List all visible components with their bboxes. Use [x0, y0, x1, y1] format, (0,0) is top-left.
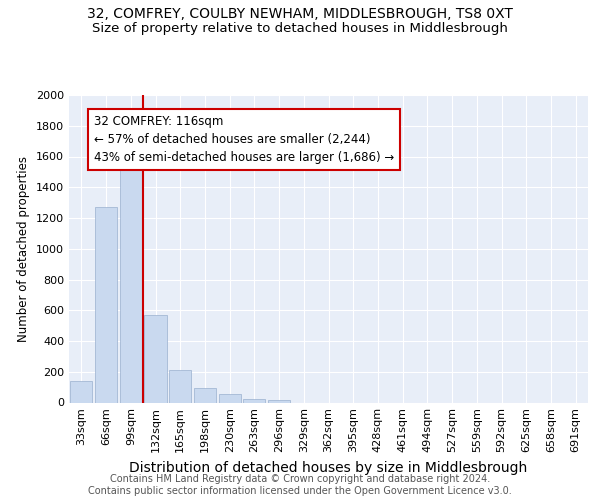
Text: 32 COMFREY: 116sqm
← 57% of detached houses are smaller (2,244)
43% of semi-deta: 32 COMFREY: 116sqm ← 57% of detached hou…: [94, 115, 394, 164]
Bar: [268, 400, 290, 402]
Text: Contains HM Land Registry data © Crown copyright and database right 2024.
Contai: Contains HM Land Registry data © Crown c…: [88, 474, 512, 496]
X-axis label: Distribution of detached houses by size in Middlesbrough: Distribution of detached houses by size …: [130, 461, 527, 475]
Bar: [95, 207, 117, 402]
Bar: [243, 398, 265, 402]
Bar: [169, 370, 191, 402]
Text: 32, COMFREY, COULBY NEWHAM, MIDDLESBROUGH, TS8 0XT: 32, COMFREY, COULBY NEWHAM, MIDDLESBROUG…: [87, 8, 513, 22]
Bar: [145, 315, 167, 402]
Text: Size of property relative to detached houses in Middlesbrough: Size of property relative to detached ho…: [92, 22, 508, 35]
Bar: [218, 394, 241, 402]
Y-axis label: Number of detached properties: Number of detached properties: [17, 156, 31, 342]
Bar: [119, 161, 142, 402]
Bar: [70, 381, 92, 402]
Bar: [194, 388, 216, 402]
